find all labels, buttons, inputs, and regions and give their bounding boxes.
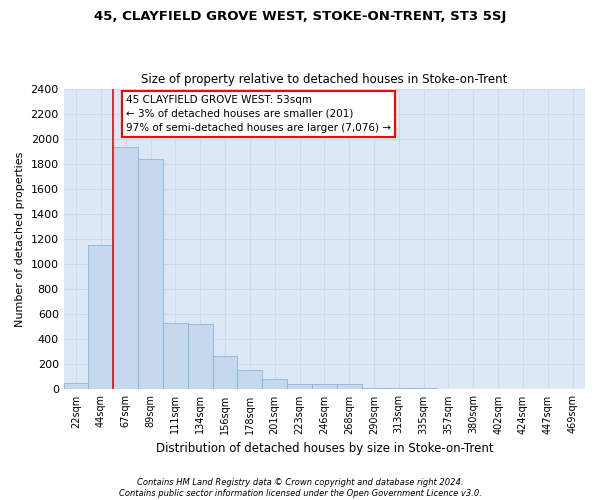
Bar [287, 384, 312, 390]
Title: Size of property relative to detached houses in Stoke-on-Trent: Size of property relative to detached ho… [141, 73, 508, 86]
Bar [337, 384, 362, 390]
Bar [188, 324, 212, 390]
Bar [262, 380, 287, 390]
X-axis label: Distribution of detached houses by size in Stoke-on-Trent: Distribution of detached houses by size … [155, 442, 493, 455]
Bar [163, 323, 188, 390]
Bar [88, 246, 113, 390]
Text: 45, CLAYFIELD GROVE WEST, STOKE-ON-TRENT, ST3 5SJ: 45, CLAYFIELD GROVE WEST, STOKE-ON-TRENT… [94, 10, 506, 23]
Bar [312, 384, 337, 390]
Text: Contains HM Land Registry data © Crown copyright and database right 2024.
Contai: Contains HM Land Registry data © Crown c… [119, 478, 481, 498]
Bar [113, 148, 138, 390]
Text: 45 CLAYFIELD GROVE WEST: 53sqm
← 3% of detached houses are smaller (201)
97% of : 45 CLAYFIELD GROVE WEST: 53sqm ← 3% of d… [126, 95, 391, 133]
Bar [386, 388, 411, 390]
Y-axis label: Number of detached properties: Number of detached properties [15, 152, 25, 326]
Bar [238, 370, 262, 390]
Bar [212, 356, 238, 390]
Bar [362, 388, 386, 390]
Bar [64, 383, 88, 390]
Bar [411, 388, 436, 390]
Bar [138, 159, 163, 390]
